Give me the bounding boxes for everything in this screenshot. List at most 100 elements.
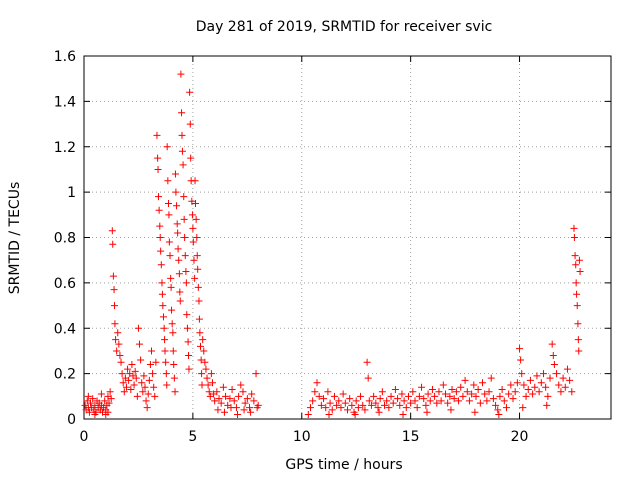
data-point [352,397,360,405]
data-point [376,395,384,403]
x-axis-title: GPS time / hours [285,457,402,473]
data-point [180,193,188,201]
data-point [189,238,197,246]
data-point [157,261,165,269]
data-point [247,408,255,416]
data-point [328,406,336,414]
data-point [101,397,109,405]
data-point [84,392,92,400]
data-point [474,386,482,394]
data-point [181,252,189,260]
data-point [117,358,125,366]
data-point [193,252,201,260]
data-point [304,410,312,418]
data-point [182,268,190,276]
data-point [359,401,367,409]
data-point [161,336,169,344]
data-point [447,406,455,414]
data-point [428,386,436,394]
data-point [494,406,502,414]
data-point [330,392,338,400]
data-point [115,340,123,348]
data-point [455,397,463,405]
data-point [163,381,171,389]
data-point [235,392,243,400]
data-point [517,356,525,364]
data-point [173,202,181,210]
data-point [177,70,185,78]
y-tick-label: 0.2 [54,367,76,383]
data-point [122,383,130,391]
data-point [324,388,332,396]
data-point [87,399,95,407]
data-point [522,392,530,400]
data-point [407,399,415,407]
data-point [422,401,430,409]
data-point [411,397,419,405]
data-point [240,406,248,414]
data-point [164,177,172,185]
data-point [202,365,210,373]
data-point [196,329,204,337]
data-point [439,381,447,389]
data-point [118,370,126,378]
data-point [476,399,484,407]
data-point [137,356,145,364]
data-point [516,345,524,353]
data-point [444,399,452,407]
data-point [326,399,334,407]
data-point [559,374,567,382]
data-point [89,395,97,403]
data-point [253,404,261,412]
data-point [127,386,135,394]
data-point [513,379,521,387]
data-point [195,315,203,323]
data-point [341,399,349,407]
data-point [555,381,563,389]
data-point [250,397,258,405]
data-point [448,386,456,394]
data-point [170,361,178,369]
data-point [134,324,142,332]
data-point [162,370,170,378]
data-point [511,388,519,396]
data-point [111,320,119,328]
data-point [489,395,497,403]
data-point [144,390,152,398]
data-point [354,404,362,412]
data-point [524,386,532,394]
data-point [186,120,194,128]
data-point [459,392,467,400]
data-point [193,234,201,241]
data-point [431,392,439,400]
data-point [157,247,165,255]
data-point [485,388,493,396]
data-point [457,383,465,391]
data-point [568,388,576,396]
data-point [570,234,578,241]
data-point [252,370,260,378]
data-point [481,390,489,398]
data-point [374,404,382,412]
data-point [183,311,191,319]
data-point [518,370,526,378]
data-point [495,410,503,418]
data-point [185,351,193,359]
data-point [188,211,196,219]
data-point [181,234,189,241]
data-point [550,361,558,369]
data-point [154,165,162,173]
data-point [116,351,124,359]
data-point [446,392,454,400]
data-point [214,406,222,414]
data-point [367,401,375,409]
data-point [195,297,203,305]
data-point [107,395,115,403]
data-point [433,399,441,407]
data-point [399,410,407,418]
data-point [246,404,254,412]
data-point [178,147,186,155]
data-point [346,395,354,403]
data-point [91,410,99,418]
data-point [198,370,206,378]
